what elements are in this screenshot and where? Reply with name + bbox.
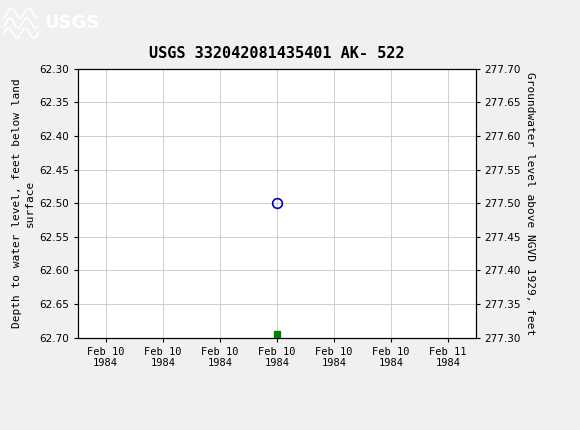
- Y-axis label: Groundwater level above NGVD 1929, feet: Groundwater level above NGVD 1929, feet: [525, 71, 535, 335]
- Text: USGS: USGS: [44, 14, 99, 32]
- Text: USGS 332042081435401 AK- 522: USGS 332042081435401 AK- 522: [150, 46, 405, 61]
- Y-axis label: Depth to water level, feet below land
surface: Depth to water level, feet below land su…: [12, 78, 35, 328]
